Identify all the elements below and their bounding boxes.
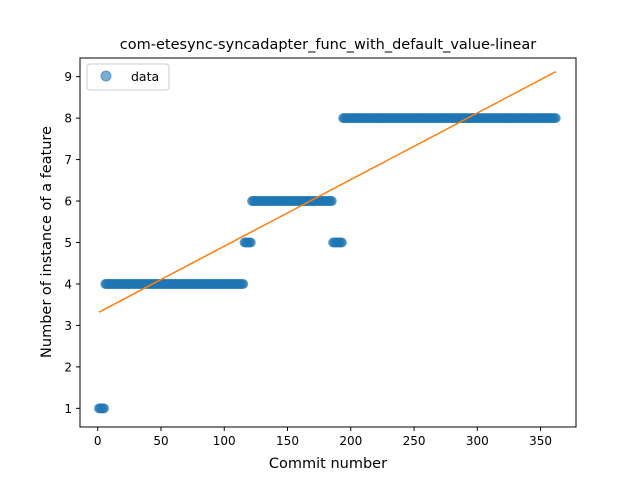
plot-layer <box>93 71 561 414</box>
data-point <box>245 237 256 248</box>
x-tick-label: 150 <box>276 434 299 448</box>
y-tick-label: 4 <box>64 277 72 291</box>
x-tick-label: 100 <box>213 434 236 448</box>
x-tick-label: 200 <box>339 434 362 448</box>
legend-label-data: data <box>131 69 159 84</box>
y-tick-label: 2 <box>64 360 72 374</box>
y-tick-label: 5 <box>64 236 72 250</box>
fit-line <box>98 71 557 313</box>
legend-marker-data <box>100 70 112 82</box>
ticks-layer: 0 50 100 150 200 250 300 350 1 2 3 4 5 6 7 8 9 <box>64 70 552 448</box>
data-point <box>550 113 561 124</box>
x-tick-label: 250 <box>403 434 426 448</box>
y-tick-label: 6 <box>64 195 72 209</box>
y-axis-label: Number of instance of a feature <box>39 126 55 358</box>
chart-title: com-etesync-syncadapter_func_with_defaul… <box>120 37 536 53</box>
y-tick-label: 3 <box>64 319 72 333</box>
x-axis-label: Commit number <box>269 456 387 472</box>
legend: data <box>86 63 170 91</box>
y-tick-label: 8 <box>64 112 72 126</box>
y-tick-label: 7 <box>64 153 72 167</box>
data-point <box>99 403 110 414</box>
x-tick-label: 50 <box>153 434 168 448</box>
data-point <box>238 278 249 289</box>
x-tick-label: 300 <box>466 434 489 448</box>
y-tick-label: 9 <box>64 70 72 84</box>
legend-box <box>86 63 170 91</box>
data-point <box>336 237 347 248</box>
x-tick-label: 0 <box>94 434 102 448</box>
data-point <box>326 196 337 207</box>
x-tick-label: 350 <box>529 434 552 448</box>
y-tick-label: 1 <box>64 402 72 416</box>
